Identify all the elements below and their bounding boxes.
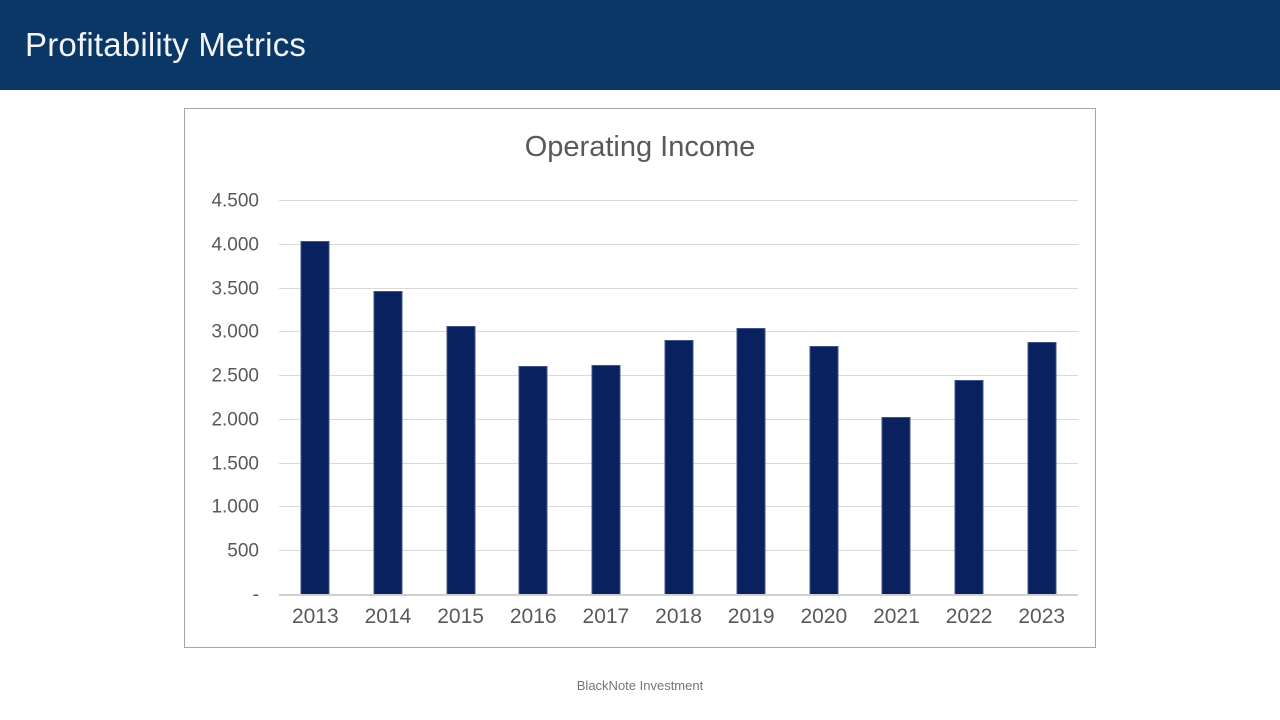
y-tick-label: - [252,584,259,606]
gridline [279,287,1078,289]
slide-title: Profitability Metrics [25,26,307,63]
bars-layer [279,201,1078,595]
bar [591,365,621,595]
bar-cell [352,201,425,595]
y-tick-label: 3.500 [211,278,259,300]
y-tick-label: 2.000 [211,409,259,431]
x-tick-label: 2014 [364,605,412,628]
x-tick-label: 2017 [582,605,630,628]
chart-title: Operating Income [524,131,756,163]
bar-cell [424,201,497,595]
bar [1027,341,1057,595]
bar [664,340,694,595]
bar-cell [497,201,570,595]
bar-cell [279,201,352,595]
bar-cell [1005,201,1078,595]
gridline [279,243,1078,245]
bar-cell [570,201,643,595]
y-tick-label: 2.500 [211,365,259,387]
y-axis-labels: - 500 1.000 1.500 2.000 2.500 3.000 3.500 4.000 4… [185,192,259,605]
y-tick-label: 1.000 [211,496,259,518]
bar-cell [715,201,788,595]
plot-area [279,200,1078,596]
bar-cell [933,201,1006,595]
x-tick-label: 2015 [437,605,484,628]
slide-footer: BlackNote Investment [576,678,704,693]
y-tick-label: 3.000 [211,321,259,343]
y-tick-label: 1.500 [211,453,259,475]
bar [373,291,403,595]
bar [954,379,984,595]
bar [736,327,766,595]
bar [809,346,839,595]
bar [518,366,548,595]
x-tick-label: 2023 [1018,605,1066,628]
x-tick-label: 2020 [800,605,848,628]
bar [300,241,330,595]
slide-header: Profitability Metrics [0,0,1280,90]
bar [446,325,476,595]
x-tick-label: 2021 [873,605,920,628]
bar-cell [642,201,715,595]
x-tick-label: 2022 [945,605,993,628]
bar-cell [787,201,860,595]
operating-income-chart: Operating Income - 500 1.000 1.500 2.000 2.50… [184,108,1096,648]
x-axis-labels: 2013 2014 2015 2016 2017 2018 2019 2020 2021 2022… [279,605,1078,629]
y-tick-label: 500 [227,540,259,562]
x-tick-label: 2018 [655,605,702,628]
x-axis-line [279,594,1078,596]
x-tick-label: 2013 [291,605,339,628]
x-tick-label: 2016 [509,605,557,628]
y-tick-label: 4.500 [211,190,259,212]
bar [881,416,911,595]
gridline [279,331,1078,333]
x-tick-label: 2019 [727,605,775,628]
bar-cell [860,201,933,595]
gridline [279,200,1078,201]
y-tick-label: 4.000 [211,234,259,256]
